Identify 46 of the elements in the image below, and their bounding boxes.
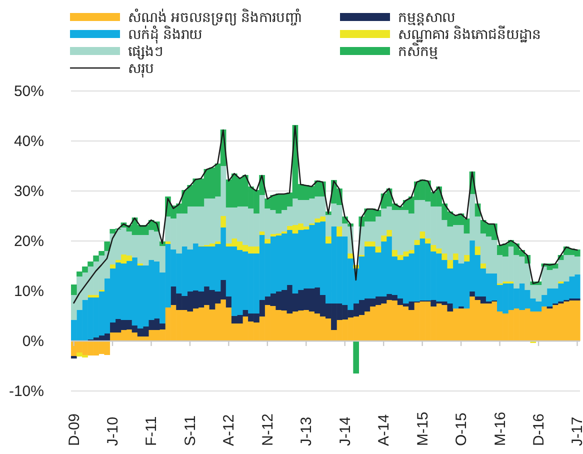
bar: [336, 226, 342, 236]
x-tick-label: A-14: [376, 414, 393, 446]
bar: [442, 254, 448, 260]
x-tick-label: O-15: [453, 412, 470, 446]
x-tick-label: N-12: [259, 413, 276, 446]
y-tick-label: 10%: [14, 283, 44, 300]
x-tick-label: M-15: [414, 412, 432, 446]
x-tick-label: J-13: [298, 416, 316, 446]
bar: [220, 216, 226, 228]
bar: [110, 264, 116, 268]
x-tick-label: S-11: [182, 415, 199, 446]
y-tick-label: 0%: [22, 333, 44, 350]
x-tick-label: D-16: [530, 413, 548, 446]
bar: [353, 341, 359, 374]
bar: [452, 254, 459, 260]
legend-label: សំណង់ អចលនទ្រព្យ និងការបញ្ចាំ: [128, 8, 302, 26]
x-tick-label: J-10: [104, 416, 122, 446]
y-tick-label: 50%: [14, 83, 44, 100]
bar: [264, 239, 270, 244]
bar: [375, 246, 382, 252]
bar: [474, 246, 481, 255]
x-tick-label: M-16: [492, 412, 509, 446]
legend-label: ផ្សេងៗ: [128, 43, 163, 60]
bar: [425, 238, 431, 244]
bar: [326, 236, 332, 244]
bar: [464, 255, 470, 262]
y-tick-label: 20%: [14, 233, 44, 250]
legend-label: សរុប: [128, 60, 154, 78]
bar: [480, 264, 486, 268]
x-tick-label: F-11: [143, 416, 160, 446]
bar: [71, 284, 77, 295]
x-tick-label: J-14: [336, 416, 354, 446]
y-tick-label: 30%: [14, 183, 44, 200]
x-tick-label: D-09: [66, 413, 83, 446]
legend-label: សណ្ឋាគារ និងភោជនីយដ្ឋាន: [398, 25, 541, 43]
legend-label: លក់ដុំ និងរាយ: [128, 25, 202, 44]
bar: [348, 254, 354, 258]
bar: [469, 292, 476, 296]
bar: [414, 240, 420, 245]
x-tick-label: A-12: [220, 414, 238, 446]
legend-label: កម្មន្តសាល: [398, 9, 455, 26]
legend-label: កសិកម្ម: [398, 42, 438, 60]
bar: [447, 260, 454, 268]
y-tick-label: -10%: [8, 383, 44, 400]
x-tick-label: J-17: [569, 416, 583, 446]
y-tick-label: 40%: [14, 133, 44, 150]
